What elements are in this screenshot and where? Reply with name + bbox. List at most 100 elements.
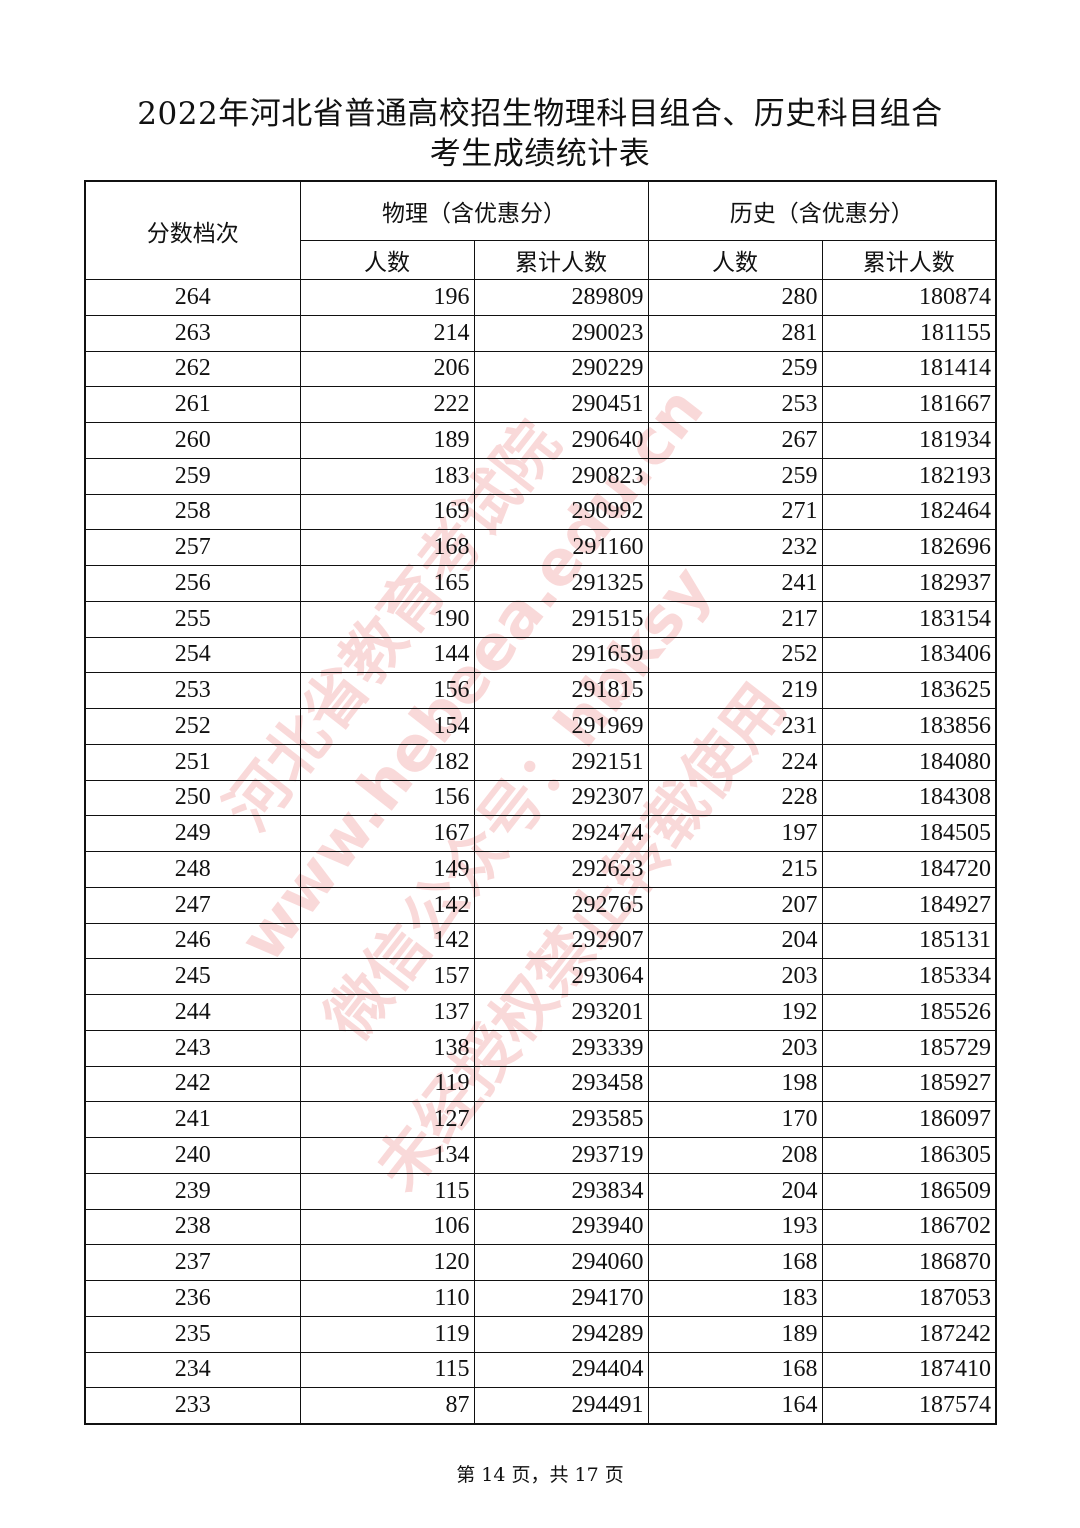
score-cell: 240 [84,1137,301,1174]
history-cumulative-cell: 183625 [821,672,997,709]
history-cumulative-cell: 185927 [821,1065,997,1103]
physics-count-cell: 157 [299,958,475,995]
history-count-cell: 228 [647,779,823,817]
history-count-cell: 208 [647,1137,823,1174]
physics-count-cell: 144 [299,636,475,674]
table-body: 264 196 289809 280 180874 263 214 290023 281 1811… [84,279,997,1425]
history-cumulative-cell: 182193 [821,457,997,495]
history-count-cell: 204 [647,1172,823,1210]
physics-count-cell: 142 [299,886,475,924]
history-count-cell: 267 [647,422,823,459]
history-cumulative-cell: 181934 [821,422,997,459]
physics-cumulative-cell: 294404 [473,1351,649,1389]
score-cell: 246 [84,922,301,960]
physics-cumulative-cell: 294170 [473,1280,649,1317]
header-history: 历史（含优惠分） [647,180,997,241]
physics-cumulative-cell: 292907 [473,922,649,960]
score-cell: 234 [84,1351,301,1389]
score-cell: 247 [84,886,301,924]
history-count-cell: 271 [647,493,823,531]
table-row: 260 189 290640 267 181934 [84,422,997,459]
history-cumulative-cell: 183154 [821,600,997,638]
history-cumulative-cell: 182937 [821,565,997,602]
history-count-cell: 217 [647,600,823,638]
history-cumulative-cell: 185729 [821,1029,997,1067]
score-cell: 243 [84,1029,301,1067]
score-cell: 239 [84,1172,301,1210]
table-row: 262 206 290229 259 181414 [84,350,997,388]
physics-cumulative-cell: 293585 [473,1101,649,1138]
physics-count-cell: 115 [299,1351,475,1389]
history-cumulative-cell: 185334 [821,958,997,995]
history-cumulative-cell: 186509 [821,1172,997,1210]
header-physics-cumulative: 累计人数 [473,240,649,280]
physics-count-cell: 165 [299,565,475,602]
history-count-cell: 253 [647,386,823,423]
score-cell: 233 [84,1387,301,1425]
history-cumulative-cell: 185526 [821,994,997,1031]
history-count-cell: 224 [647,743,823,781]
history-count-cell: 241 [647,565,823,602]
physics-cumulative-cell: 290023 [473,314,649,352]
history-count-cell: 168 [647,1244,823,1281]
score-cell: 235 [84,1315,301,1353]
physics-cumulative-cell: 294060 [473,1244,649,1281]
history-cumulative-cell: 186097 [821,1101,997,1138]
page-subtitle: 考生成绩统计表 [429,136,651,172]
physics-count-cell: 134 [299,1137,475,1174]
history-count-cell: 168 [647,1351,823,1389]
history-cumulative-cell: 184080 [821,743,997,781]
physics-count-cell: 169 [299,493,475,531]
history-cumulative-cell: 184308 [821,779,997,817]
score-cell: 237 [84,1244,301,1281]
physics-count-cell: 115 [299,1172,475,1210]
table-row: 241 127 293585 170 186097 [84,1101,997,1138]
physics-cumulative-cell: 290451 [473,386,649,423]
table-row: 264 196 289809 280 180874 [84,279,997,316]
physics-cumulative-cell: 293339 [473,1029,649,1067]
physics-cumulative-cell: 290823 [473,457,649,495]
history-cumulative-cell: 185131 [821,922,997,960]
table-row: 259 183 290823 259 182193 [84,457,997,495]
physics-cumulative-cell: 292151 [473,743,649,781]
physics-cumulative-cell: 293940 [473,1208,649,1246]
physics-count-cell: 142 [299,922,475,960]
score-cell: 254 [84,636,301,674]
table-row: 263 214 290023 281 181155 [84,314,997,352]
history-cumulative-cell: 187053 [821,1280,997,1317]
score-cell: 245 [84,958,301,995]
table-row: 244 137 293201 192 185526 [84,994,997,1031]
history-cumulative-cell: 181414 [821,350,997,388]
table-row: 246 142 292907 204 185131 [84,922,997,960]
history-cumulative-cell: 180874 [821,279,997,316]
score-cell: 242 [84,1065,301,1103]
history-count-cell: 259 [647,350,823,388]
physics-count-cell: 149 [299,851,475,888]
physics-count-cell: 110 [299,1280,475,1317]
table-row: 258 169 290992 271 182464 [84,493,997,531]
physics-count-cell: 214 [299,314,475,352]
header-physics-count: 人数 [299,240,475,280]
table-row: 233 87 294491 164 187574 [84,1387,997,1425]
physics-cumulative-cell: 291815 [473,672,649,709]
table-row: 238 106 293940 193 186702 [84,1208,997,1246]
physics-cumulative-cell: 290229 [473,350,649,388]
physics-count-cell: 156 [299,672,475,709]
physics-count-cell: 190 [299,600,475,638]
history-count-cell: 203 [647,958,823,995]
physics-count-cell: 154 [299,708,475,745]
table-row: 255 190 291515 217 183154 [84,600,997,638]
physics-count-cell: 119 [299,1315,475,1353]
score-cell: 250 [84,779,301,817]
table-row: 245 157 293064 203 185334 [84,958,997,995]
table-row: 240 134 293719 208 186305 [84,1137,997,1174]
physics-cumulative-cell: 291969 [473,708,649,745]
table-row: 252 154 291969 231 183856 [84,708,997,745]
history-count-cell: 231 [647,708,823,745]
history-cumulative-cell: 186305 [821,1137,997,1174]
history-count-cell: 204 [647,922,823,960]
score-cell: 264 [84,279,301,316]
table-row: 242 119 293458 198 185927 [84,1065,997,1103]
table-row: 243 138 293339 203 185729 [84,1029,997,1067]
history-count-cell: 281 [647,314,823,352]
